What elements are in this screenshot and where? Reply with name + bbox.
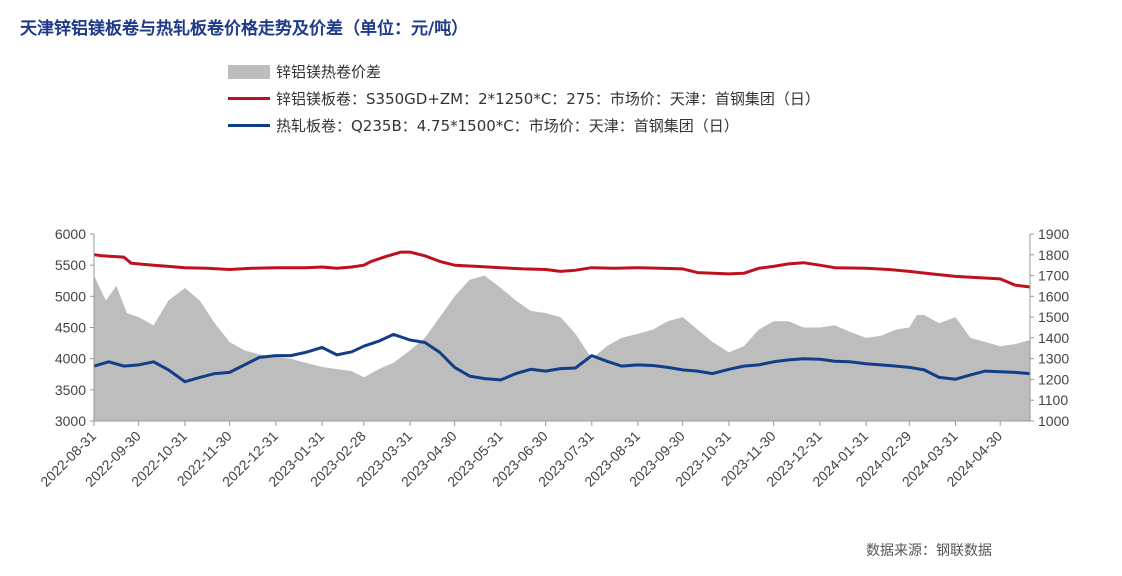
y-right-tick-label: 1500 [1038,309,1069,325]
legend-item-zam: 锌铝镁板卷：S350GD+ZM：2*1250*C：275：市场价：天津：首钢集团… [228,85,820,112]
y-left-tick-label: 4000 [55,351,86,367]
y-right-tick-label: 1800 [1038,247,1069,263]
legend-label-zam: 锌铝镁板卷：S350GD+ZM：2*1250*C：275：市场价：天津：首钢集团… [276,90,820,108]
legend-label-hrc: 热轧板卷：Q235B：4.75*1500*C：市场价：天津：首钢集团（日） [276,117,739,135]
legend-swatch-hrc [228,124,270,127]
y-right-tick-label: 1900 [1038,226,1069,242]
y-left-tick-label: 3000 [55,413,86,429]
legend: 锌铝镁热卷价差 锌铝镁板卷：S350GD+ZM：2*1250*C：275：市场价… [228,58,820,139]
y-right-tick-label: 1400 [1038,330,1069,346]
spread-area [94,275,1030,421]
hrc-price-line [93,332,1031,384]
legend-item-spread: 锌铝镁热卷价差 [228,58,820,85]
y-right-tick-label: 1300 [1038,351,1069,367]
legend-label-spread: 锌铝镁热卷价差 [276,63,382,81]
legend-swatch-zam [228,97,270,100]
y-left-tick-label: 5500 [55,257,86,273]
y-left-tick-label: 5000 [55,288,86,304]
y-left-tick-label: 6000 [55,226,86,242]
legend-item-hrc: 热轧板卷：Q235B：4.75*1500*C：市场价：天津：首钢集团（日） [228,112,820,139]
zam-price-line [93,250,1031,289]
y-right-tick-label: 1100 [1038,392,1068,408]
data-source: 数据来源：钢联数据 [866,543,992,559]
y-right-tick-label: 1700 [1038,268,1069,284]
chart-title: 天津锌铝镁板卷与热轧板卷价格走势及价差（单位：元/吨） [20,19,469,39]
y-right-tick-label: 1600 [1038,288,1069,304]
y-right-tick-label: 1200 [1038,371,1069,387]
y-left-tick-label: 4500 [55,320,86,336]
legend-swatch-spread [228,64,270,79]
y-left-tick-label: 3500 [55,382,86,398]
y-right-tick-label: 1000 [1038,413,1069,429]
